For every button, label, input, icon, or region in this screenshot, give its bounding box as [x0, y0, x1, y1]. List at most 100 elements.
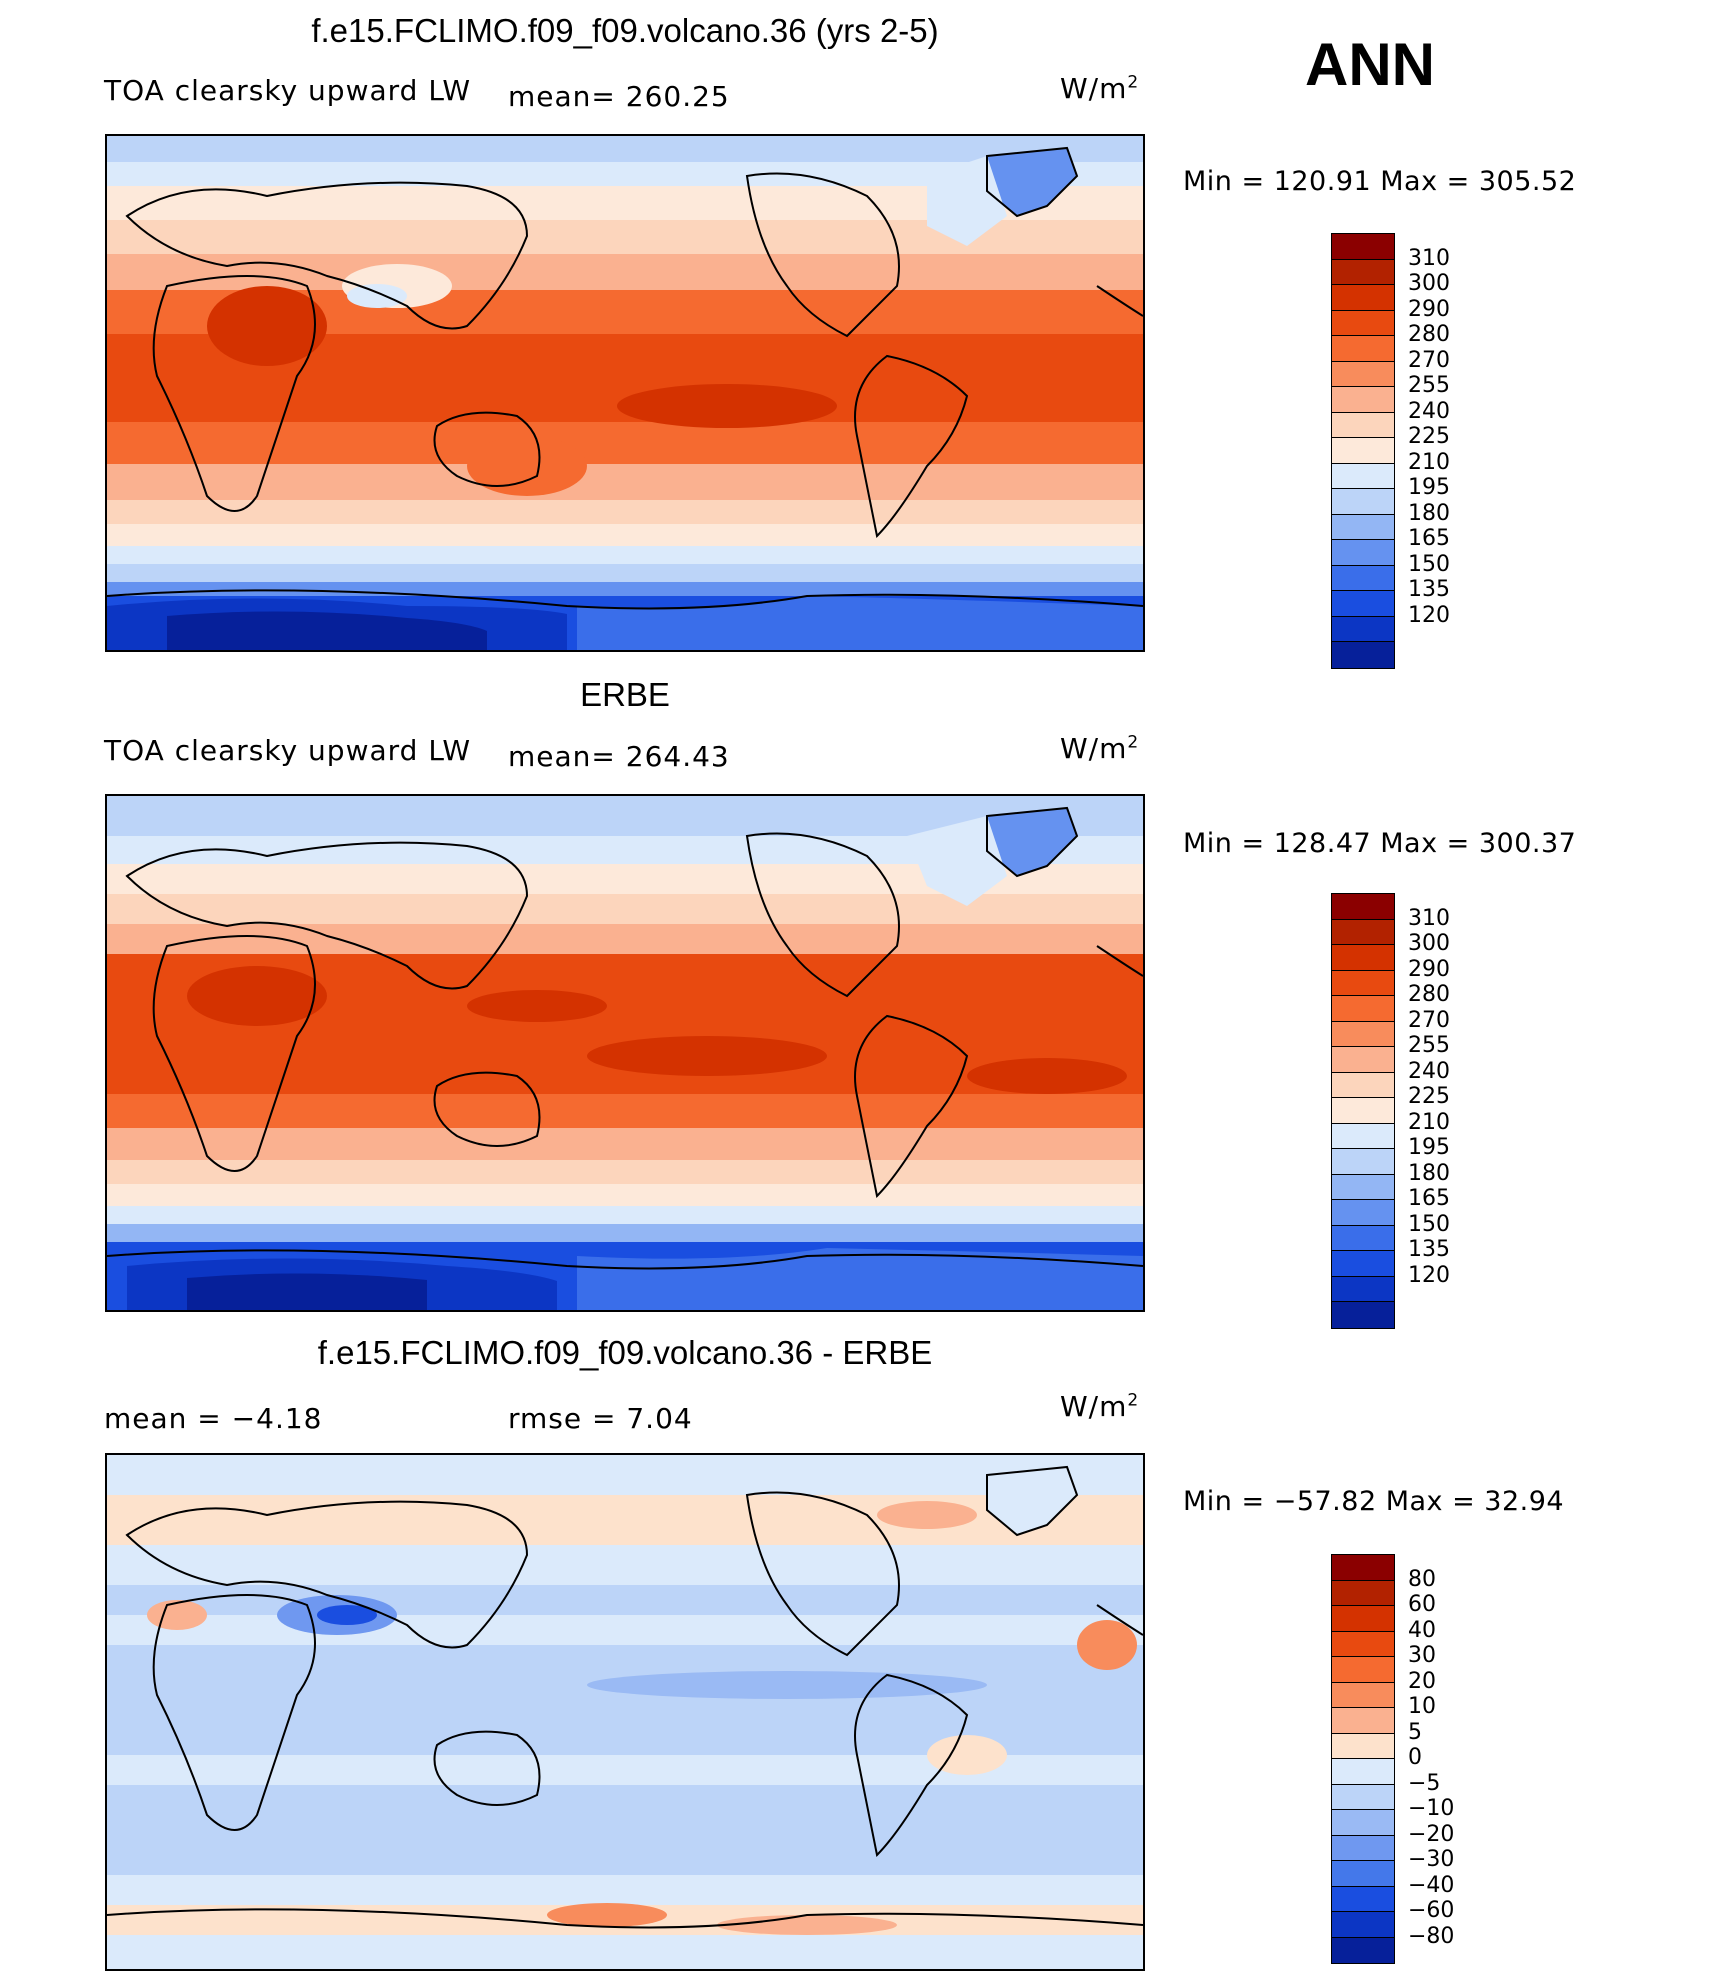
- colorbar-tick-label: −20: [1408, 1821, 1455, 1847]
- colorbar-tick-label: 270: [1408, 1007, 1450, 1033]
- panel2-units: W/m2: [1060, 732, 1140, 765]
- panel3-title: f.e15.FCLIMO.f09_f09.volcano.36 - ERBE: [317, 1334, 933, 1371]
- panel1-mean: mean= 260.25: [508, 80, 730, 113]
- colorbar-tick-label: 10: [1408, 1694, 1436, 1719]
- colorbar-tick-label: −10: [1408, 1796, 1455, 1821]
- colorbar-tick-label: 135: [1408, 1237, 1450, 1262]
- colorbar-tick-label: 195: [1408, 475, 1450, 500]
- colorbar-swatch: [1332, 285, 1394, 311]
- colorbar-tick-label: 255: [1408, 1033, 1450, 1058]
- colorbar-swatch: [1332, 361, 1394, 387]
- colorbar-tick-label: 290: [1408, 296, 1450, 322]
- colorbar-tick-label: −60: [1408, 1898, 1455, 1923]
- panel3-map: [105, 1453, 1145, 1971]
- colorbar-tick-label: −80: [1408, 1923, 1455, 1949]
- colorbar-swatch: [1332, 1682, 1394, 1708]
- colorbar-swatch: [1332, 1784, 1394, 1810]
- colorbar-tick-label: 300: [1408, 931, 1450, 956]
- colorbar-tick-label: 5: [1408, 1719, 1422, 1745]
- colorbar-swatch: [1332, 1174, 1394, 1200]
- colorbar-swatch: [1332, 234, 1394, 260]
- colorbar-swatch: [1332, 996, 1394, 1022]
- panel1-colorbar: [1331, 233, 1395, 669]
- colorbar-tick-label: 255: [1408, 373, 1450, 398]
- colorbar-swatch: [1332, 1886, 1394, 1912]
- panel1-minmax: Min = 120.91 Max = 305.52: [1183, 166, 1577, 197]
- colorbar-tick-label: −40: [1408, 1872, 1455, 1898]
- panel3-rmse: rmse = 7.04: [508, 1402, 693, 1435]
- colorbar-swatch: [1332, 1555, 1394, 1581]
- colorbar-tick-label: 225: [1408, 424, 1450, 449]
- colorbar-swatch: [1332, 514, 1394, 540]
- colorbar-swatch: [1332, 919, 1394, 945]
- colorbar-tick-label: −5: [1408, 1770, 1441, 1796]
- colorbar-tick-label: 120: [1408, 1262, 1450, 1288]
- colorbar-tick-label: 210: [1408, 449, 1450, 475]
- colorbar-swatch: [1332, 1759, 1394, 1785]
- panel1-variable: TOA clearsky upward LW: [104, 74, 472, 107]
- colorbar-tick-label: 290: [1408, 956, 1450, 982]
- colorbar-swatch: [1332, 1631, 1394, 1657]
- colorbar-swatch: [1332, 642, 1394, 668]
- colorbar-swatch: [1332, 1937, 1394, 1963]
- colorbar-swatch: [1332, 489, 1394, 515]
- panel2-map: [105, 794, 1145, 1312]
- colorbar-swatch: [1332, 1302, 1394, 1328]
- colorbar-swatch: [1332, 1657, 1394, 1683]
- colorbar-swatch: [1332, 945, 1394, 971]
- colorbar-tick-label: 225: [1408, 1084, 1450, 1109]
- season-label: ANN: [1305, 31, 1435, 98]
- colorbar-tick-label: 165: [1408, 1186, 1450, 1211]
- colorbar-tick-label: 180: [1408, 1160, 1450, 1186]
- colorbar-swatch: [1332, 591, 1394, 617]
- colorbar-swatch: [1332, 310, 1394, 336]
- colorbar-tick-label: 0: [1408, 1745, 1422, 1770]
- colorbar-tick-label: 240: [1408, 398, 1450, 424]
- colorbar-swatch: [1332, 616, 1394, 642]
- colorbar-tick-label: 240: [1408, 1058, 1450, 1084]
- panel2-colorbar: [1331, 893, 1395, 1329]
- colorbar-swatch: [1332, 1200, 1394, 1226]
- colorbar-tick-label: 135: [1408, 577, 1450, 602]
- colorbar-tick-label: 165: [1408, 526, 1450, 551]
- colorbar-swatch: [1332, 1123, 1394, 1149]
- colorbar-swatch: [1332, 387, 1394, 413]
- colorbar-tick-label: 280: [1408, 322, 1450, 347]
- panel2-variable: TOA clearsky upward LW: [104, 734, 472, 767]
- colorbar-tick-label: 270: [1408, 347, 1450, 373]
- colorbar-tick-label: 40: [1408, 1617, 1436, 1643]
- panel1-units: W/m2: [1060, 72, 1140, 105]
- colorbar-swatch: [1332, 1149, 1394, 1175]
- colorbar-tick-label: 20: [1408, 1668, 1436, 1694]
- panel3-mean: mean = −4.18: [104, 1402, 323, 1435]
- colorbar-swatch: [1332, 336, 1394, 362]
- colorbar-tick-label: 150: [1408, 551, 1450, 577]
- colorbar-swatch: [1332, 1912, 1394, 1938]
- colorbar-swatch: [1332, 1733, 1394, 1759]
- colorbar-swatch: [1332, 1072, 1394, 1098]
- colorbar-swatch: [1332, 1021, 1394, 1047]
- panel3-minmax: Min = −57.82 Max = 32.94: [1183, 1486, 1565, 1517]
- colorbar-swatch: [1332, 894, 1394, 920]
- colorbar-tick-label: −30: [1408, 1847, 1455, 1872]
- colorbar-swatch: [1332, 540, 1394, 566]
- panel2-title: ERBE: [580, 676, 670, 713]
- colorbar-swatch: [1332, 1708, 1394, 1734]
- colorbar-swatch: [1332, 1835, 1394, 1861]
- colorbar-swatch: [1332, 1861, 1394, 1887]
- panel1-title: f.e15.FCLIMO.f09_f09.volcano.36 (yrs 2-5…: [311, 12, 939, 49]
- panel2-minmax: Min = 128.47 Max = 300.37: [1183, 828, 1577, 859]
- colorbar-tick-label: 300: [1408, 271, 1450, 296]
- colorbar-swatch: [1332, 1225, 1394, 1251]
- colorbar-swatch: [1332, 970, 1394, 996]
- colorbar-tick-label: 180: [1408, 500, 1450, 526]
- colorbar-swatch: [1332, 1098, 1394, 1124]
- colorbar-swatch: [1332, 1606, 1394, 1632]
- colorbar-swatch: [1332, 1276, 1394, 1302]
- colorbar-tick-label: 280: [1408, 982, 1450, 1007]
- panel3-units: W/m2: [1060, 1390, 1140, 1423]
- colorbar-tick-label: 310: [1408, 245, 1450, 271]
- colorbar-tick-label: 210: [1408, 1109, 1450, 1135]
- colorbar-tick-label: 120: [1408, 602, 1450, 628]
- colorbar-swatch: [1332, 1580, 1394, 1606]
